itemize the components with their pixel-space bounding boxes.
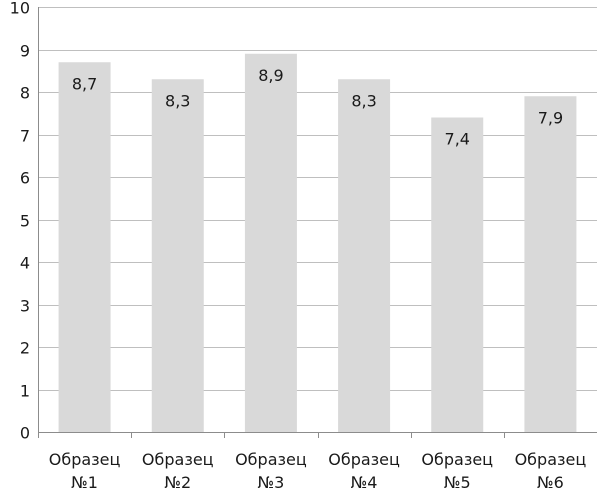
category-label: Образец xyxy=(142,450,214,469)
data-label: 8,9 xyxy=(258,66,283,85)
data-label: 8,3 xyxy=(165,91,190,110)
y-tick-label: 8 xyxy=(20,84,30,103)
y-tick-label: 6 xyxy=(20,169,30,188)
y-tick-label: 1 xyxy=(20,382,30,401)
bars xyxy=(58,53,577,432)
category-label: №5 xyxy=(444,473,471,491)
y-tick-label: 5 xyxy=(20,212,30,231)
gridlines xyxy=(38,7,597,391)
bar xyxy=(244,53,297,432)
data-label: 7,4 xyxy=(445,130,470,149)
category-label: №4 xyxy=(351,473,378,491)
category-label: Образец xyxy=(49,450,121,469)
y-tick-label: 2 xyxy=(20,339,30,358)
y-axis-ticks: 0 1 2 3 4 5 6 7 8 9 10 xyxy=(10,0,30,443)
x-axis-categories: Образец №1 Образец №2 Образец №3 Образец №4 Обра… xyxy=(49,450,587,492)
category-label: Образец xyxy=(421,450,493,469)
category-label: №1 xyxy=(71,473,98,491)
y-tick-label: 10 xyxy=(10,0,30,18)
bar xyxy=(58,62,111,432)
y-tick-label: 7 xyxy=(20,127,30,146)
y-tick-label: 0 xyxy=(20,424,30,443)
category-label: №2 xyxy=(164,473,191,491)
category-label: Образец xyxy=(515,450,587,469)
data-label: 8,7 xyxy=(72,74,97,93)
bar xyxy=(151,79,204,432)
data-label: 8,3 xyxy=(351,91,376,110)
category-label: №3 xyxy=(258,473,285,491)
category-label: №6 xyxy=(537,473,564,491)
bar xyxy=(338,79,391,432)
category-label: Образец xyxy=(235,450,307,469)
y-tick-label: 3 xyxy=(20,297,30,316)
category-label: Образец xyxy=(328,450,400,469)
bar xyxy=(524,96,577,432)
data-label: 7,9 xyxy=(538,108,563,127)
y-tick-label: 9 xyxy=(20,42,30,61)
data-labels: 8,7 8,3 8,9 8,3 7,4 7,9 xyxy=(72,66,563,149)
axes xyxy=(38,7,597,438)
bar xyxy=(431,117,484,432)
y-tick-label: 4 xyxy=(20,254,30,273)
